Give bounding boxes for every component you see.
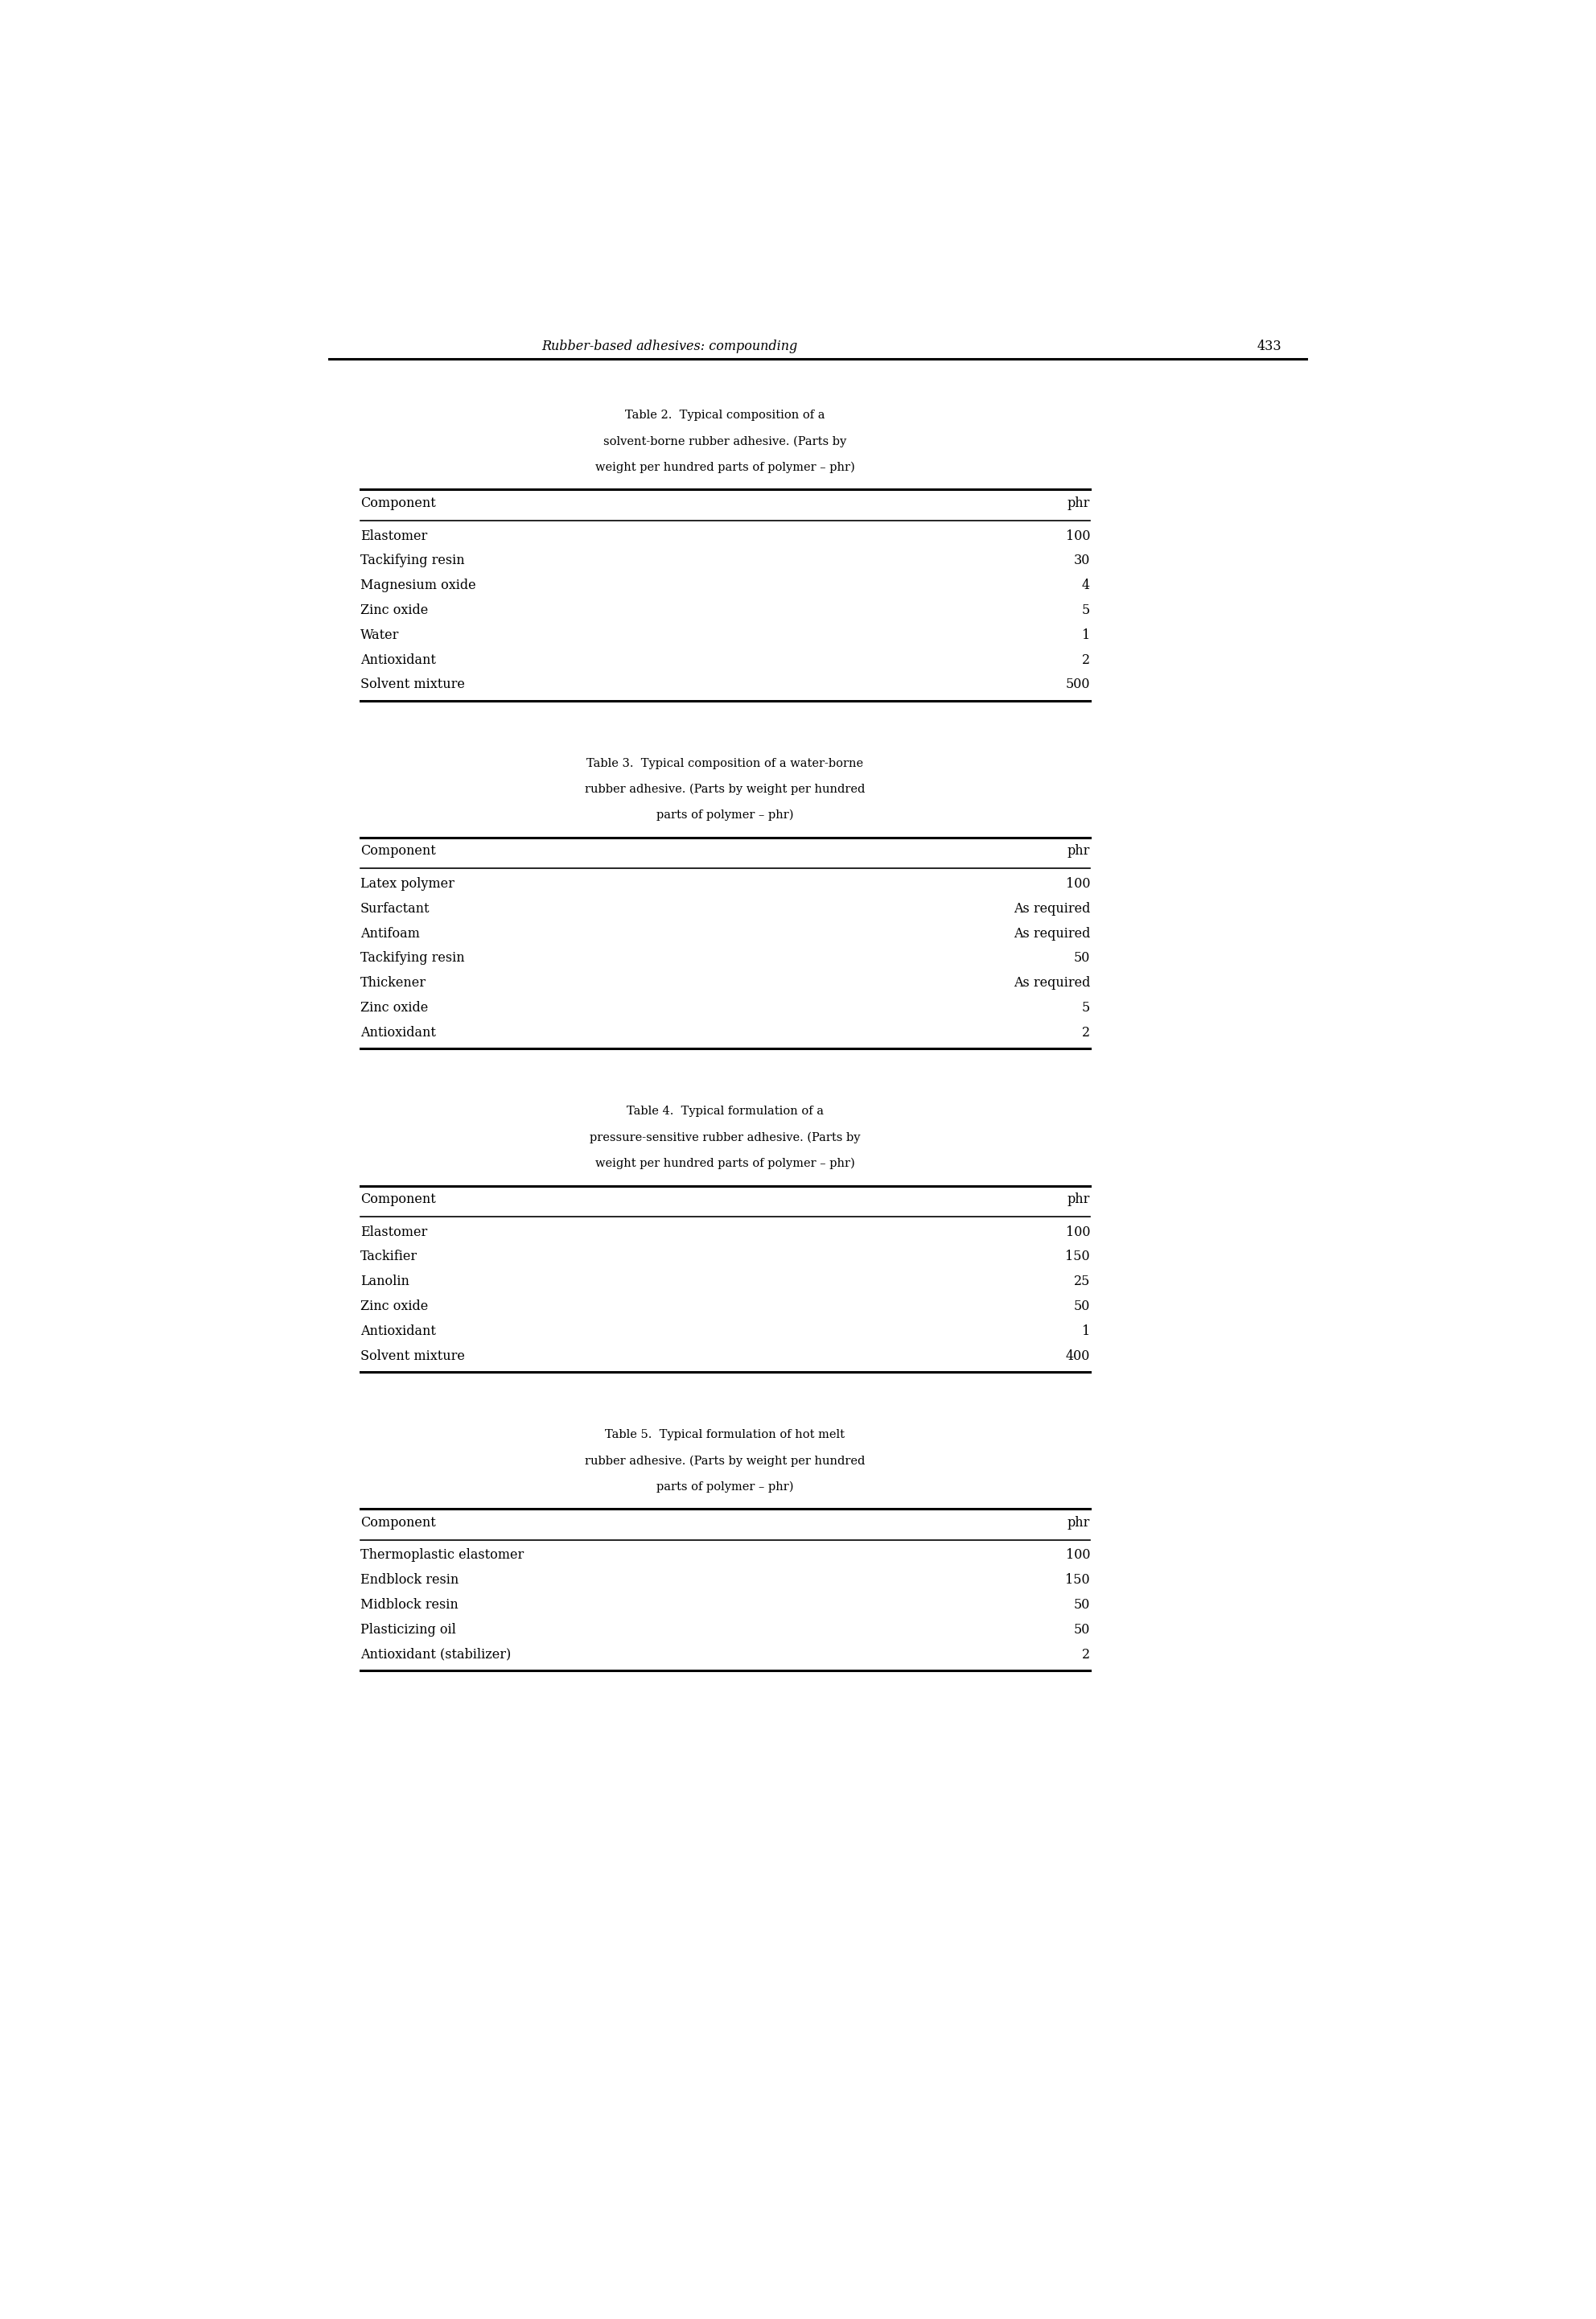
Text: Table 3.  Typical composition of a water-borne: Table 3. Typical composition of a water-…: [587, 758, 863, 770]
Text: 2: 2: [1082, 654, 1090, 666]
Text: weight per hundred parts of polymer – phr): weight per hundred parts of polymer – ph…: [595, 1157, 855, 1169]
Text: 1: 1: [1082, 1324, 1090, 1338]
Text: Plasticizing oil: Plasticizing oil: [361, 1623, 456, 1637]
Text: Zinc oxide: Zinc oxide: [361, 1002, 428, 1016]
Text: Thermoplastic elastomer: Thermoplastic elastomer: [361, 1549, 523, 1563]
Text: Antioxidant: Antioxidant: [361, 1025, 436, 1039]
Text: solvent-borne rubber adhesive. (Parts by: solvent-borne rubber adhesive. (Parts by: [603, 436, 847, 448]
Text: Tackifying resin: Tackifying resin: [361, 554, 464, 568]
Text: 500: 500: [1066, 677, 1090, 691]
Text: As required: As required: [1013, 976, 1090, 990]
Text: 50: 50: [1074, 1299, 1090, 1313]
Text: 4: 4: [1082, 580, 1090, 591]
Text: Component: Component: [361, 1192, 436, 1206]
Text: Table 5.  Typical formulation of hot melt: Table 5. Typical formulation of hot melt: [605, 1429, 844, 1440]
Text: Elastomer: Elastomer: [361, 529, 428, 543]
Text: Thickener: Thickener: [361, 976, 426, 990]
Text: Elastomer: Elastomer: [361, 1224, 428, 1238]
Text: parts of polymer – phr): parts of polymer – phr): [656, 1482, 793, 1493]
Text: Lanolin: Lanolin: [361, 1275, 409, 1289]
Text: Zinc oxide: Zinc oxide: [361, 603, 428, 617]
Text: Component: Component: [361, 844, 436, 858]
Text: Table 2.  Typical composition of a: Table 2. Typical composition of a: [626, 410, 825, 420]
Text: Antioxidant: Antioxidant: [361, 654, 436, 666]
Text: 400: 400: [1066, 1350, 1090, 1364]
Text: rubber adhesive. (Parts by weight per hundred: rubber adhesive. (Parts by weight per hu…: [586, 1454, 865, 1466]
Text: 50: 50: [1074, 951, 1090, 965]
Text: As required: As required: [1013, 928, 1090, 942]
Text: Magnesium oxide: Magnesium oxide: [361, 580, 476, 591]
Text: phr: phr: [1068, 844, 1090, 858]
Text: Antioxidant: Antioxidant: [361, 1324, 436, 1338]
Text: 150: 150: [1066, 1572, 1090, 1586]
Text: phr: phr: [1068, 1517, 1090, 1531]
Text: Component: Component: [361, 1517, 436, 1531]
Text: 25: 25: [1074, 1275, 1090, 1289]
Text: weight per hundred parts of polymer – phr): weight per hundred parts of polymer – ph…: [595, 461, 855, 473]
Text: 2: 2: [1082, 1025, 1090, 1039]
Text: Solvent mixture: Solvent mixture: [361, 1350, 464, 1364]
Text: 30: 30: [1074, 554, 1090, 568]
Text: Solvent mixture: Solvent mixture: [361, 677, 464, 691]
Text: Midblock resin: Midblock resin: [361, 1598, 458, 1612]
Text: Table 4.  Typical formulation of a: Table 4. Typical formulation of a: [627, 1106, 824, 1118]
Text: 50: 50: [1074, 1598, 1090, 1612]
Text: phr: phr: [1068, 496, 1090, 510]
Text: Surfactant: Surfactant: [361, 902, 429, 916]
Text: Endblock resin: Endblock resin: [361, 1572, 458, 1586]
Text: Rubber-based adhesives: compounding: Rubber-based adhesives: compounding: [541, 339, 798, 352]
Text: 100: 100: [1066, 877, 1090, 890]
Text: As required: As required: [1013, 902, 1090, 916]
Text: 2: 2: [1082, 1649, 1090, 1660]
Text: 100: 100: [1066, 1224, 1090, 1238]
Text: phr: phr: [1068, 1192, 1090, 1206]
Text: Component: Component: [361, 496, 436, 510]
Text: 1: 1: [1082, 628, 1090, 642]
Text: pressure-sensitive rubber adhesive. (Parts by: pressure-sensitive rubber adhesive. (Par…: [591, 1132, 860, 1143]
Text: 150: 150: [1066, 1250, 1090, 1264]
Text: 100: 100: [1066, 1549, 1090, 1563]
Text: Latex polymer: Latex polymer: [361, 877, 455, 890]
Text: 50: 50: [1074, 1623, 1090, 1637]
Text: Antioxidant (stabilizer): Antioxidant (stabilizer): [361, 1649, 511, 1660]
Text: Tackifier: Tackifier: [361, 1250, 418, 1264]
Text: rubber adhesive. (Parts by weight per hundred: rubber adhesive. (Parts by weight per hu…: [586, 784, 865, 795]
Text: 433: 433: [1258, 339, 1282, 352]
Text: parts of polymer – phr): parts of polymer – phr): [656, 809, 793, 821]
Text: Zinc oxide: Zinc oxide: [361, 1299, 428, 1313]
Text: 5: 5: [1082, 603, 1090, 617]
Text: Antifoam: Antifoam: [361, 928, 420, 942]
Text: Water: Water: [361, 628, 399, 642]
Text: 100: 100: [1066, 529, 1090, 543]
Text: 5: 5: [1082, 1002, 1090, 1016]
Text: Tackifying resin: Tackifying resin: [361, 951, 464, 965]
